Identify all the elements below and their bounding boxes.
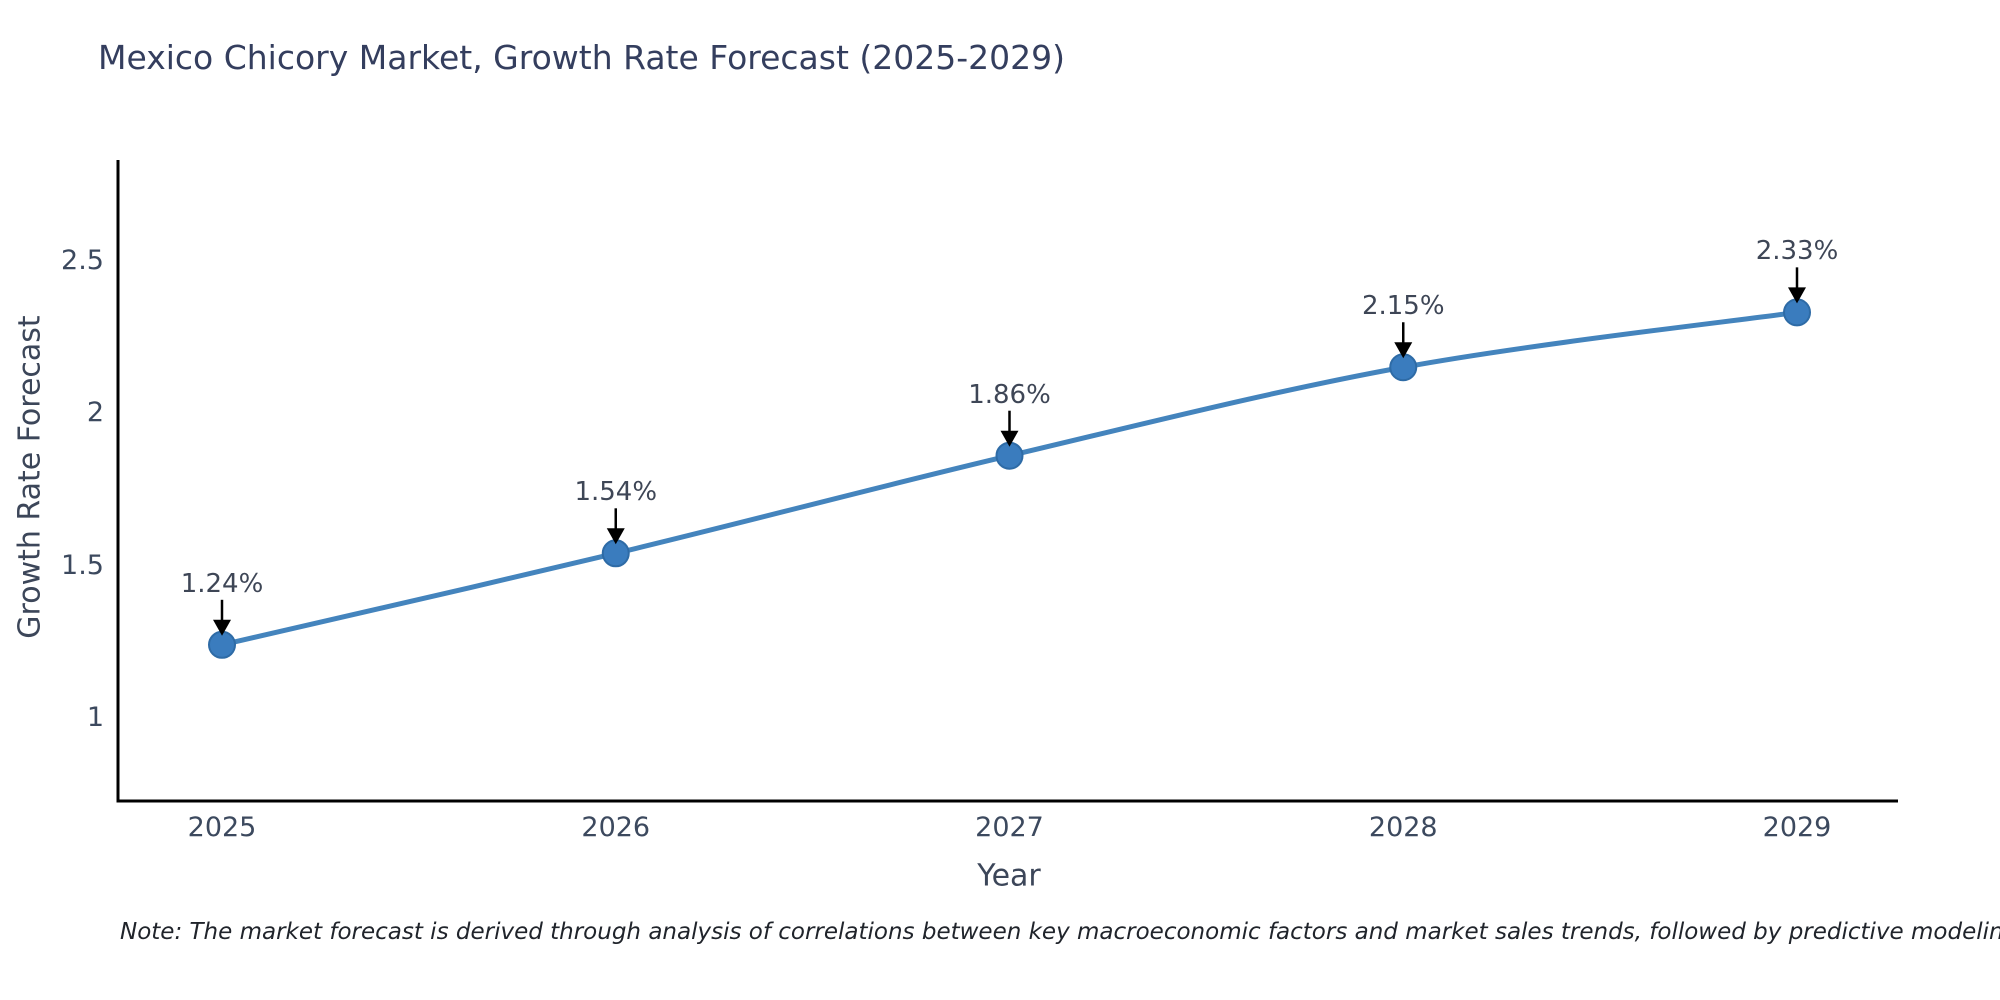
x-axis-title: Year bbox=[977, 858, 1041, 894]
x-tick-label: 2028 bbox=[1368, 812, 1438, 843]
chart-title: Mexico Chicory Market, Growth Rate Forec… bbox=[98, 38, 1066, 77]
y-tick-label: 1.5 bbox=[61, 549, 104, 581]
annotation-arrow-head bbox=[1000, 430, 1019, 447]
footnote: Note: The market forecast is derived thr… bbox=[120, 919, 2000, 945]
point-annotation: 1.24% bbox=[180, 568, 264, 599]
y-tick-label: 2 bbox=[86, 397, 104, 428]
forecast-line bbox=[219, 309, 1800, 648]
x-tick-label: 2025 bbox=[187, 812, 257, 843]
x-tick-label: 2029 bbox=[1762, 812, 1832, 843]
x-tick-label: 2026 bbox=[581, 812, 651, 843]
annotation-arrow-head bbox=[606, 528, 625, 545]
annotation-arrow-head bbox=[1394, 342, 1413, 359]
point-annotation: 1.54% bbox=[574, 477, 658, 508]
annotation-arrow-head bbox=[213, 619, 231, 636]
axis-spines bbox=[116, 160, 1898, 803]
point-annotation: 2.15% bbox=[1361, 291, 1445, 322]
y-tick-label: 1 bbox=[86, 702, 104, 733]
y-tick-label: 2.5 bbox=[61, 244, 104, 276]
annotation-arrow-head bbox=[1788, 287, 1806, 304]
point-annotation: 1.86% bbox=[968, 379, 1051, 410]
x-tick-label: 2027 bbox=[975, 812, 1044, 843]
point-annotation: 2.33% bbox=[1755, 236, 1839, 267]
